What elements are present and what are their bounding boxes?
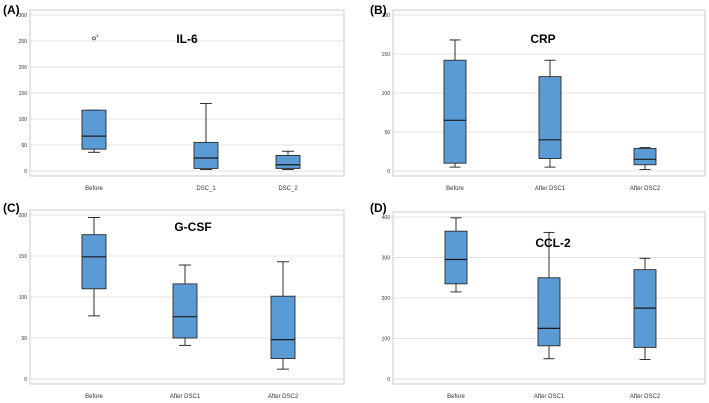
box: [444, 230, 468, 285]
category-label: Before: [85, 394, 103, 400]
y-tick-label: 50: [21, 336, 27, 342]
y-tick-label: 300: [382, 255, 391, 261]
y-tick-label: 300: [19, 13, 28, 19]
y-tick-label: 100: [382, 91, 391, 97]
category-label: Before: [85, 186, 103, 192]
y-tick-label: 50: [384, 130, 390, 136]
y-tick-label: 0: [387, 377, 390, 383]
panel-letter: (A): [3, 3, 20, 17]
box: [537, 277, 561, 347]
y-tick-label: 250: [19, 39, 28, 45]
y-tick-label: 100: [19, 295, 28, 301]
box: [538, 76, 562, 159]
chart-panel-2: 0 50 100 150 200(B) CRP Before After DSC1 After …: [370, 3, 706, 192]
chart-title: IL-6: [176, 32, 198, 46]
box: [270, 295, 296, 359]
y-tick-label: 200: [19, 213, 28, 219]
category-label: After DSC1: [170, 394, 201, 400]
panel-letter: (B): [370, 3, 387, 17]
chart-title: CCL-2: [535, 236, 571, 250]
category-label: After DSC2: [630, 394, 661, 400]
y-tick-label: 400: [382, 215, 391, 221]
y-tick-label: 200: [382, 13, 391, 19]
y-tick-label: 100: [19, 117, 28, 123]
category-label: Before: [447, 394, 465, 400]
box: [443, 59, 467, 164]
outlier-label: 1: [96, 33, 99, 38]
y-tick-label: 150: [19, 91, 28, 97]
y-tick-label: 50: [21, 143, 27, 149]
category-label: DSC_2: [278, 186, 298, 192]
category-label: DSC_1: [196, 186, 216, 192]
y-tick-label: 0: [24, 169, 27, 175]
y-tick-label: 150: [382, 52, 391, 58]
y-tick-label: 200: [382, 296, 391, 302]
panel-letter: (D): [370, 201, 387, 215]
category-label: Before: [446, 186, 464, 192]
y-tick-label: 0: [24, 377, 27, 383]
chart-panel-4: 0 100 200 300 400(D) CCL-2 Before After DSC1 Aft…: [370, 201, 706, 400]
category-label: After DSC2: [268, 394, 299, 400]
box: [275, 154, 301, 169]
y-tick-label: 0: [387, 169, 390, 175]
category-label: After DSC1: [535, 186, 566, 192]
box: [193, 141, 219, 169]
chart-panel-3: 0 50 100 150 200(C) G-CSF Before After DSC1 Afte…: [3, 201, 345, 400]
chart-title: CRP: [530, 32, 555, 46]
box: [172, 283, 198, 339]
category-label: After DSC1: [534, 394, 565, 400]
y-tick-label: 200: [19, 65, 28, 71]
box: [81, 109, 107, 150]
y-tick-label: 150: [19, 254, 28, 260]
category-label: After DSC2: [630, 186, 661, 192]
y-tick-label: 100: [382, 336, 391, 342]
panel-letter: (C): [3, 201, 20, 215]
chart-panel-1: 0 50 100 150 200 250 300(A) IL-6 Before DSC_1 DSC_…: [3, 3, 345, 192]
chart-title: G-CSF: [174, 220, 211, 234]
box: [633, 147, 657, 166]
outlier-point: [92, 36, 96, 41]
box: [81, 234, 107, 290]
